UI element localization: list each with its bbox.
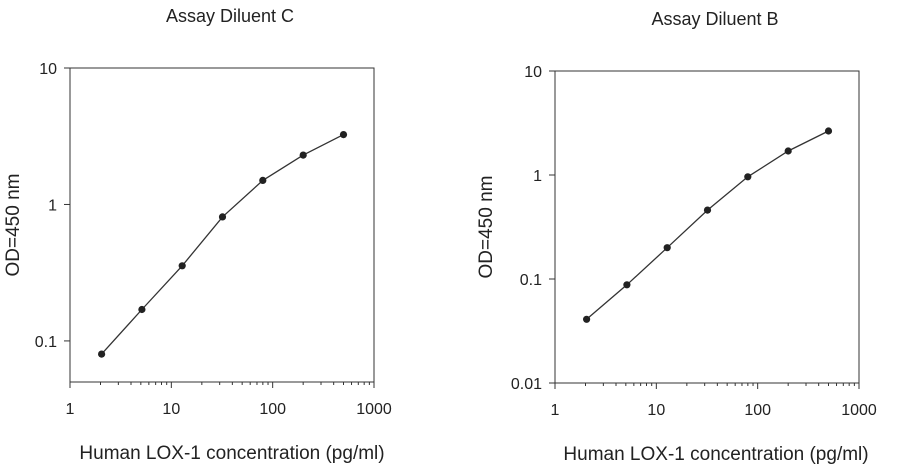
- x-tick-label: 1: [551, 402, 560, 419]
- plot-frame: [69, 67, 375, 383]
- y-tick-label: 1: [533, 168, 542, 185]
- y-tick-label: 0.1: [35, 334, 57, 351]
- data-point: [259, 176, 267, 184]
- data-point: [784, 147, 792, 155]
- x-tick-label: 10: [162, 401, 180, 418]
- series-path: [101, 134, 344, 355]
- plot-frame: [554, 70, 860, 384]
- x-tick-label: 1000: [841, 402, 877, 419]
- data-point: [299, 151, 307, 159]
- data-point: [663, 244, 671, 252]
- chart-title: Assay Diluent B: [651, 9, 778, 29]
- y-tick-label: 10: [39, 61, 57, 78]
- y-tick-label: 1: [48, 197, 57, 214]
- x-tick-label: 10: [647, 402, 665, 419]
- chart-assay-diluent-b: Assay Diluent B 1 10 100 1000 0.01 0.1 1 10 Hu…: [476, 9, 877, 465]
- y-ticks: 0.1 1 10: [35, 61, 70, 351]
- data-point: [824, 127, 833, 135]
- y-tick-label: 10: [524, 64, 542, 81]
- data-point: [623, 281, 631, 289]
- data-point: [218, 213, 227, 221]
- chart-assay-diluent-c: Assay Diluent C 1 10 100 1000 0.1 1 10 Human …: [3, 6, 392, 464]
- x-tick-label: 1000: [356, 401, 392, 418]
- y-ticks: 0.01 0.1 1 10: [511, 64, 555, 393]
- data-point: [138, 305, 146, 314]
- y-tick-label: 0.1: [520, 272, 542, 289]
- x-axis-label: Human LOX-1 concentration (pg/ml): [79, 443, 384, 464]
- series-line: [583, 127, 833, 323]
- y-axis-label: OD=450 nm: [476, 176, 497, 279]
- series-line: [98, 131, 348, 358]
- chart-title: Assay Diluent C: [166, 6, 294, 26]
- series-path: [586, 130, 829, 320]
- data-point: [703, 206, 712, 214]
- x-tick-label: 100: [744, 402, 771, 419]
- x-ticks: 1 10 100 1000: [66, 382, 392, 418]
- data-point: [178, 262, 186, 270]
- data-point: [744, 173, 752, 181]
- y-tick-label: 0.01: [511, 376, 542, 393]
- data-point: [98, 350, 106, 358]
- x-axis-label: Human LOX-1 concentration (pg/ml): [563, 444, 868, 465]
- y-axis-label: OD=450 nm: [3, 174, 24, 277]
- data-point: [339, 131, 348, 139]
- x-ticks: 1 10 100 1000: [551, 383, 877, 419]
- data-point: [583, 315, 591, 323]
- x-tick-label: 1: [66, 401, 75, 418]
- x-tick-label: 100: [259, 401, 286, 418]
